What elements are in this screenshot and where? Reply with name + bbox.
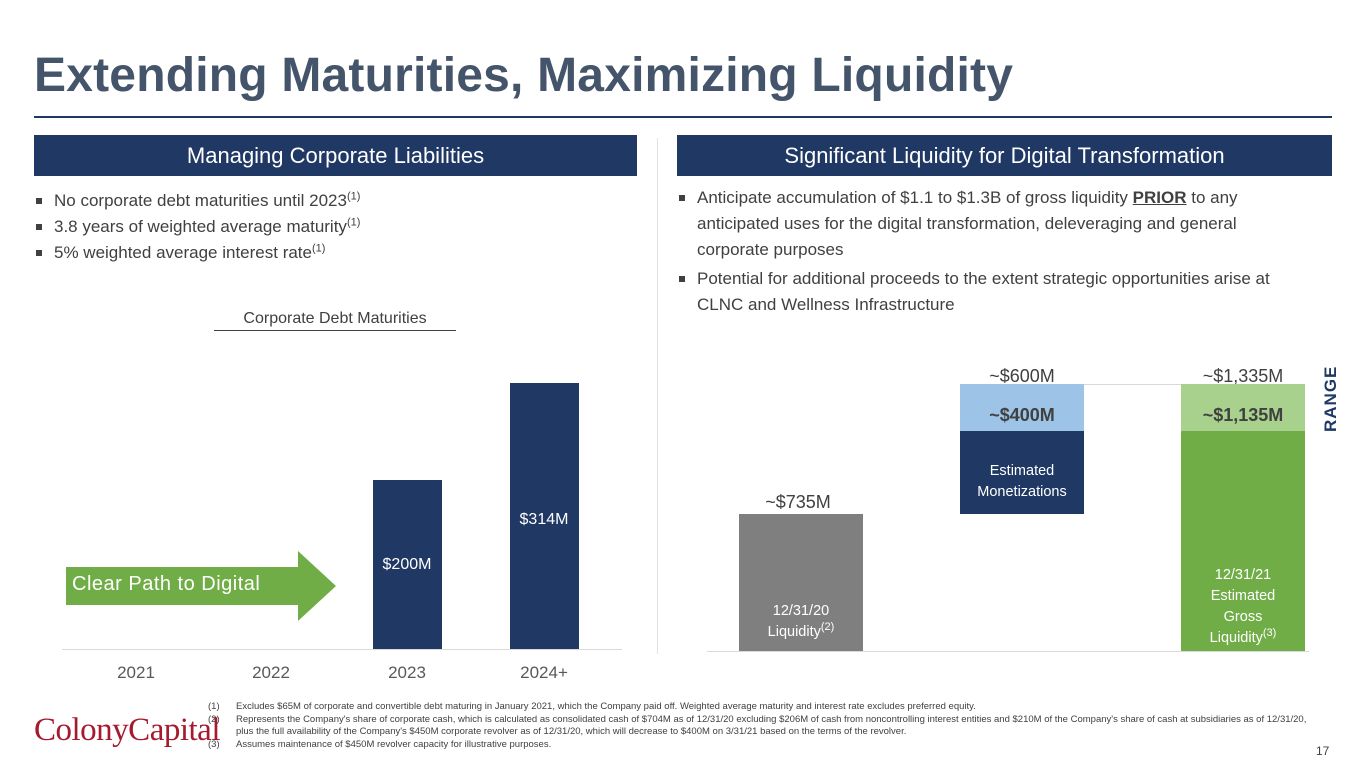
left-bullet-3: 5% weighted average interest rate(1) xyxy=(34,240,634,266)
connector-line xyxy=(1084,384,1181,385)
end-liquidity-label: 12/31/21 Estimated Gross Liquidity(3) xyxy=(1209,567,1277,646)
left-bullet-2: 3.8 years of weighted average maturity(1… xyxy=(34,214,634,240)
end-high-label: ~$1,335M xyxy=(1202,366,1284,386)
right-bullet-2: Potential for additional proceeds to the… xyxy=(677,266,1277,318)
start-liquidity-bar xyxy=(739,514,863,651)
right-section-header: Significant Liquidity for Digital Transf… xyxy=(677,135,1332,176)
bar-value-label: $200M xyxy=(382,555,432,573)
page-title: Extending Maturities, Maximizing Liquidi… xyxy=(34,49,1014,102)
waterfall-axis xyxy=(707,651,1309,652)
footnote-1: (1) Excludes $65M of corporate and conver… xyxy=(208,701,976,712)
left-bullets: No corporate debt maturities until 2023(… xyxy=(34,188,634,266)
clear-path-arrow xyxy=(66,551,336,621)
end-range-bar xyxy=(1181,384,1305,431)
monetizations-high-label: ~$600M xyxy=(989,366,1055,386)
footnotes: (1) Excludes $65M of corporate and conver… xyxy=(208,701,1308,751)
prior-emphasis: PRIOR xyxy=(1132,188,1187,207)
x-tick-label: 2024+ xyxy=(520,663,568,682)
end-liquidity-bar xyxy=(1181,431,1305,651)
footnote-2: (2) Represents the Company's share of cor… xyxy=(208,713,1307,738)
footnote-3: (3) Assumes maintenance of $450M revolver… xyxy=(208,738,552,750)
chart-title: Corporate Debt Maturities xyxy=(214,310,456,331)
bar-2024plus xyxy=(509,383,579,649)
start-value-label: ~$735M xyxy=(765,492,831,512)
start-liquidity-label: 12/31/20 Liquidity(2) xyxy=(767,603,835,640)
x-tick-label: 2023 xyxy=(388,663,426,682)
monetizations-inner-label: Estimated Monetizations xyxy=(977,463,1067,500)
section-divider xyxy=(657,138,658,654)
right-bullets: Anticipate accumulation of $1.1 to $1.3B… xyxy=(677,185,1277,321)
right-bullet-1: Anticipate accumulation of $1.1 to $1.3B… xyxy=(677,185,1277,263)
monetizations-low-label: ~$400M xyxy=(989,405,1055,425)
left-section-header: Managing Corporate Liabilities xyxy=(34,135,637,176)
monetizations-range-bar xyxy=(960,384,1084,431)
colony-capital-logo: ColonyCapital xyxy=(34,712,221,748)
page-number: 17 xyxy=(1316,744,1330,758)
end-low-label: ~$1,135M xyxy=(1202,405,1284,425)
x-tick-label: 2021 xyxy=(117,663,155,682)
monetizations-bar xyxy=(960,431,1084,514)
left-bullet-1: No corporate debt maturities until 2023(… xyxy=(34,188,634,214)
chart-baseline xyxy=(62,649,622,650)
clear-path-text: Clear Path to Digital xyxy=(72,573,261,595)
bar-2023 xyxy=(372,479,442,649)
title-rule xyxy=(34,116,1332,118)
x-tick-label: 2022 xyxy=(252,663,290,682)
range-label: RANGE xyxy=(1321,365,1340,432)
bar-value-label: $314M xyxy=(519,511,569,528)
